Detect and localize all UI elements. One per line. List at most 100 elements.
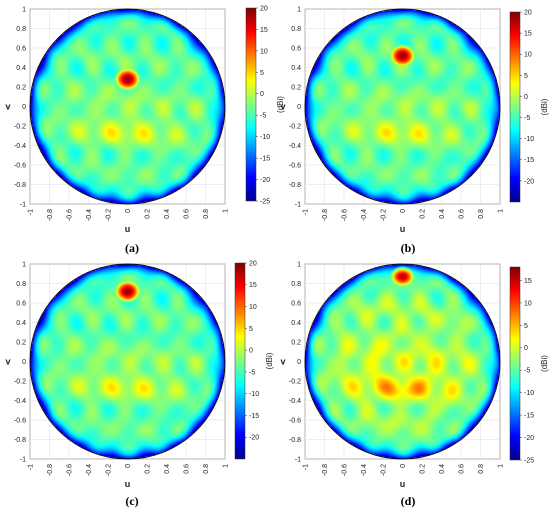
colorbar-tick-label: 15 (249, 282, 257, 289)
colorbar-tick-label: 0 (524, 345, 528, 352)
y-tick-label: 0.2 (291, 84, 301, 91)
y-tick-label: 0.8 (16, 26, 26, 33)
y-axis-label: v (5, 102, 10, 112)
colorbar-tick-label: 10 (524, 52, 532, 59)
x-tick-label: -1 (302, 464, 309, 470)
x-tick-label: -1 (302, 209, 309, 215)
x-tick-label: 0.4 (439, 464, 446, 474)
heatmap-image (30, 264, 225, 459)
colorbar-tick-label: 5 (524, 73, 528, 80)
y-tick-label: 0.2 (16, 84, 26, 91)
panel-4: -1 -0.8 -0.6 -0.4 -0.2 0 0.2 0.4 0.6 0.8 1 -1 -0.8 -0… (280, 261, 548, 508)
colorbar-label: (dBi) (265, 352, 274, 369)
y-tick-label: 1 (22, 261, 26, 268)
y-tick-label: -0.8 (289, 182, 301, 189)
colorbar-tick-label: 0 (260, 91, 264, 98)
y-tick-label: -0.4 (289, 398, 301, 405)
x-tick-label: 0 (400, 209, 407, 213)
x-tick-label: -0.4 (361, 464, 368, 476)
y-tick-label: 0.6 (291, 45, 301, 52)
x-tick-label: -0.8 (322, 464, 329, 476)
colorbar-label: (dBi) (540, 355, 549, 372)
colorbar-tick-label: -10 (249, 391, 259, 398)
y-tick-label: 0.8 (291, 26, 301, 33)
x-tick-label: -0.6 (66, 209, 73, 221)
x-tick-label: -1 (27, 209, 34, 215)
colorbar (509, 11, 521, 203)
x-tick-label: -0.4 (361, 209, 368, 221)
x-axis-label: u (400, 479, 406, 489)
x-tick-label: 0.8 (478, 464, 485, 474)
y-tick-label: 0 (22, 359, 26, 366)
colorbar-tick-label: -15 (260, 156, 270, 163)
colorbar-tick-label: -5 (249, 369, 255, 376)
x-tick-label: 0.4 (439, 209, 446, 219)
colorbar (509, 266, 521, 461)
x-tick-label: -0.8 (47, 464, 54, 476)
y-tick-label: 1 (297, 261, 301, 268)
colorbar-tick-label: 15 (260, 27, 268, 34)
visible-region-boundary (29, 8, 226, 205)
x-tick-label: 0.2 (144, 209, 151, 219)
x-tick-label: 0.6 (458, 209, 465, 219)
y-tick-label: 0.4 (16, 320, 26, 327)
colorbar-tick-label: -15 (249, 413, 259, 420)
y-tick-label: 0.2 (16, 339, 26, 346)
colorbar-tick-label: 15 (524, 31, 532, 38)
colorbar-tick-label: 5 (249, 326, 253, 333)
x-tick-label: 0.6 (458, 464, 465, 474)
x-axis-label: u (125, 224, 131, 234)
colorbar-tick-label: -20 (249, 435, 259, 442)
y-tick-label: -0.8 (289, 437, 301, 444)
y-tick-label: -0.2 (14, 123, 26, 130)
x-tick-label: 0.6 (183, 209, 190, 219)
y-axis-label: v (280, 102, 285, 112)
colorbar (234, 262, 246, 460)
x-tick-label: 1 (497, 209, 504, 213)
heatmap-image (30, 9, 225, 204)
colorbar-tick-label: -10 (524, 390, 534, 397)
x-axis-label: u (125, 479, 131, 489)
y-tick-label: -0.4 (14, 398, 26, 405)
x-tick-label: 0.2 (419, 209, 426, 219)
colorbar-tick-label: -10 (260, 134, 270, 141)
y-tick-label: 0.4 (16, 65, 26, 72)
colorbar-label: (dBi) (540, 98, 549, 115)
y-tick-label: 0.6 (291, 300, 301, 307)
colorbar-tick-label: -5 (524, 368, 530, 375)
x-tick-label: -0.6 (341, 209, 348, 221)
x-tick-label: 1 (222, 464, 229, 468)
colorbar-tick-label: 10 (260, 48, 268, 55)
colorbar-tick-label: -15 (524, 413, 534, 420)
x-tick-label: 0.2 (419, 464, 426, 474)
visible-region-boundary (29, 263, 226, 460)
panel-3: -1 -0.8 -0.6 -0.4 -0.2 0 0.2 0.4 0.6 0.8 1 -1 -0.8 -0… (5, 260, 273, 508)
colorbar-tick-label: -5 (260, 113, 266, 120)
y-tick-label: 1 (297, 6, 301, 13)
y-tick-label: 0.2 (291, 339, 301, 346)
y-tick-label: -1 (20, 456, 26, 463)
x-tick-label: 1 (222, 209, 229, 213)
panel-caption: (d) (401, 494, 416, 508)
x-tick-label: 0.4 (164, 464, 171, 474)
colorbar-tick-label: 0 (524, 94, 528, 101)
y-tick-label: -0.2 (289, 378, 301, 385)
heatmap-image (305, 264, 500, 459)
y-tick-label: -0.4 (289, 143, 301, 150)
y-tick-label: 0.8 (16, 281, 26, 288)
y-tick-label: 0.6 (16, 300, 26, 307)
y-tick-label: 0 (297, 359, 301, 366)
x-tick-label: 0 (125, 209, 132, 213)
colorbar-tick-label: 10 (524, 300, 532, 307)
x-axis-label: u (400, 224, 406, 234)
y-tick-label: -0.2 (289, 123, 301, 130)
x-tick-label: -0.6 (66, 464, 73, 476)
panel-caption: (a) (125, 241, 139, 255)
x-tick-label: -0.2 (380, 464, 387, 476)
y-tick-label: -1 (20, 201, 26, 208)
colorbar-tick-label: 10 (249, 304, 257, 311)
x-tick-label: 0.2 (144, 464, 151, 474)
x-tick-label: -0.2 (105, 464, 112, 476)
colorbar-tick-label: 20 (524, 9, 532, 16)
x-tick-label: -0.2 (380, 209, 387, 221)
